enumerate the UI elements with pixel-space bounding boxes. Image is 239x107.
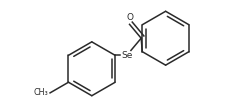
Text: O: O <box>126 13 133 22</box>
Text: CH₃: CH₃ <box>34 88 49 97</box>
Text: Se: Se <box>121 51 132 60</box>
